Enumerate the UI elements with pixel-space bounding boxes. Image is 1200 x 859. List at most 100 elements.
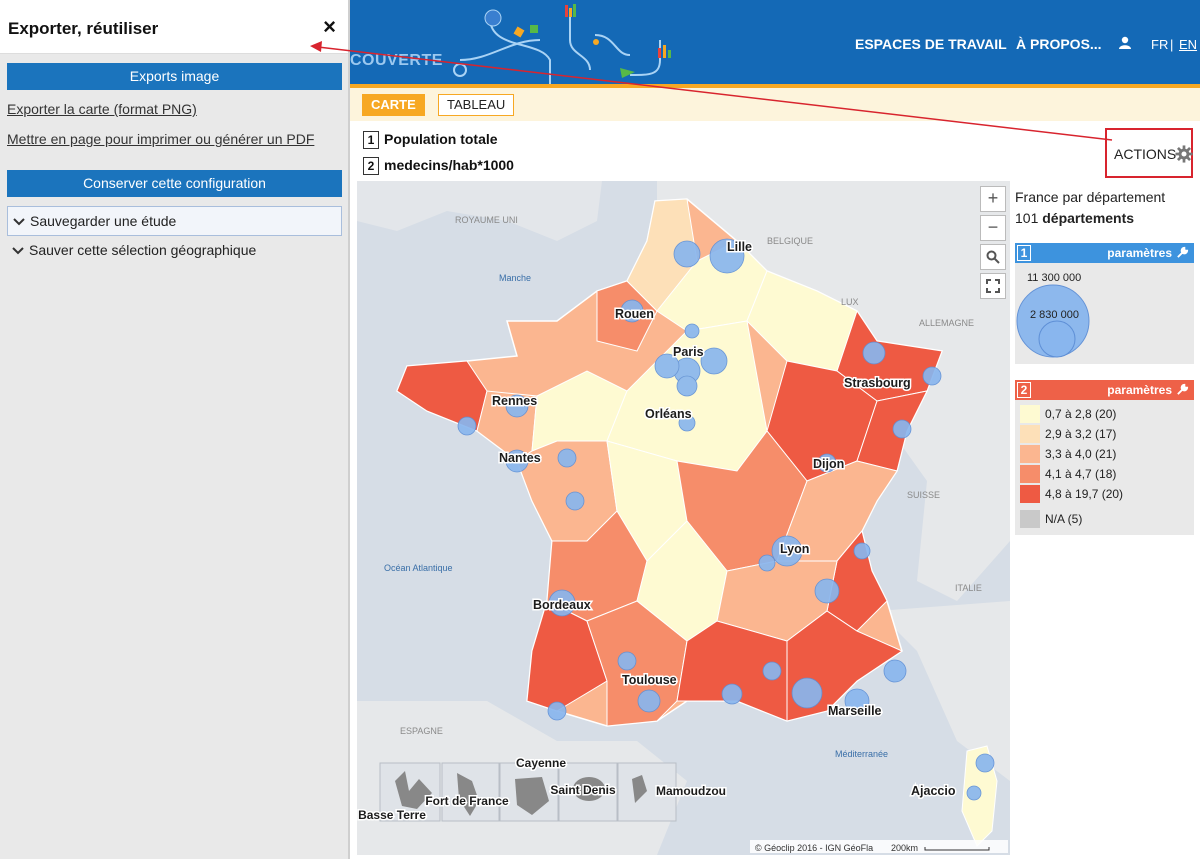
overseas-label: Saint Denis (550, 783, 616, 797)
overseas-label: Mamoudzou (656, 784, 726, 798)
overseas-label: Fort de France (425, 794, 509, 808)
city-label: Nantes (499, 451, 541, 465)
country-label: SUISSE (907, 490, 940, 500)
country-label: ITALIE (955, 583, 982, 593)
city-label: Rennes (492, 394, 537, 408)
indicator-number: 2 (363, 157, 379, 175)
indicator-1[interactable]: 1 Population totale (363, 131, 498, 149)
city-label: Ajaccio (911, 784, 956, 798)
country-labels: ROYAUME UNI BELGIQUE LUX ALLEMAGNE SUISS… (400, 215, 982, 736)
fullscreen-icon (986, 279, 1000, 293)
map-scale-label: 200km (891, 843, 918, 853)
legend-swatch (1020, 405, 1040, 423)
country-label: ALLEMAGNE (919, 318, 974, 328)
user-icon[interactable] (1118, 36, 1132, 50)
city-label: Marseille (828, 704, 882, 718)
city-label: Orléans (645, 407, 692, 421)
lang-en[interactable]: EN (1179, 37, 1198, 52)
zoom-in-button[interactable]: + (980, 186, 1006, 212)
overseas-insets (379, 762, 677, 822)
sea-label: Méditerranée (835, 749, 888, 759)
legend-swatch (1020, 465, 1040, 483)
country-label: ROYAUME UNI (455, 215, 518, 225)
indicator-number: 1 (363, 131, 379, 149)
population-circles (457, 238, 995, 801)
city-label: Lille (727, 240, 752, 254)
country-label: BELGIQUE (767, 236, 813, 246)
wrench-icon (1177, 383, 1189, 395)
keep-config-header: Conserver cette configuration (7, 170, 342, 197)
sea-label: Océan Atlantique (384, 563, 453, 573)
legend-layer-1-header[interactable]: 1 paramètres (1015, 243, 1194, 263)
lang-fr[interactable]: FR (1151, 37, 1169, 52)
nav-about[interactable]: À PROPOS... (1016, 36, 1102, 52)
map-canvas[interactable]: Lille Rouen Paris Strasbourg Rennes Orlé… (357, 181, 1010, 855)
lang-separator: | (1170, 37, 1174, 52)
brand-text: COUVERTE (350, 52, 443, 69)
wrench-icon (1177, 246, 1189, 258)
city-label: Bordeaux (533, 598, 591, 612)
nav-workspaces[interactable]: ESPACES DE TRAVAIL (855, 36, 1007, 52)
save-study-item[interactable]: Sauvegarder une étude (7, 206, 342, 236)
exports-image-header: Exports image (7, 63, 342, 90)
city-label: Toulouse (622, 673, 677, 687)
actions-button[interactable]: ACTIONS (1105, 128, 1193, 178)
legend-layer-2-body: 0,7 à 2,8 (20) 2,9 à 3,2 (17) 3,3 à 4,0 … (1015, 400, 1194, 535)
legend-scope: France par département (1015, 189, 1166, 205)
actions-label: ACTIONS (1114, 146, 1177, 162)
header-illustration (453, 4, 671, 84)
city-labels: Lille Rouen Paris Strasbourg Rennes Orlé… (491, 239, 958, 800)
sea-labels: Manche Océan Atlantique Méditerranée (384, 273, 888, 759)
legend-swatch (1020, 485, 1040, 503)
legend-class-label: 0,7 à 2,8 (20) (1045, 407, 1117, 421)
city-label: Lyon (780, 542, 809, 556)
legend-layer-number: 1 (1017, 245, 1031, 261)
tab-table[interactable]: TABLEAU (438, 94, 515, 116)
export-pdf-link[interactable]: Mettre en page pour imprimer ou générer … (7, 131, 315, 147)
legend-swatch (1020, 510, 1040, 528)
save-study-label: Sauvegarder une étude (30, 213, 177, 229)
search-icon (986, 250, 1000, 264)
app-header: COUVERTE ESPACES DE TRAVAIL À PROPOS... … (350, 0, 1200, 88)
map-attribution: © Géoclip 2016 - IGN GéoFla (755, 843, 873, 853)
city-label: Rouen (615, 307, 654, 321)
overseas-label: Cayenne (516, 756, 566, 770)
legend-class-label: 4,1 à 4,7 (18) (1045, 467, 1117, 481)
legend-class-label: 2,9 à 3,2 (17) (1045, 427, 1117, 441)
zoom-out-button[interactable]: − (980, 215, 1006, 241)
indicator-2[interactable]: 2 medecins/hab*1000 (363, 157, 514, 175)
legend-params-label: paramètres (1107, 246, 1172, 260)
save-selection-label: Sauver cette sélection géographique (29, 242, 257, 258)
save-selection-item[interactable]: Sauver cette sélection géographique (7, 236, 342, 266)
overseas-labels: Basse Terre Fort de France Cayenne Saint… (357, 755, 728, 824)
land-uk (357, 181, 602, 241)
export-png-link[interactable]: Exporter la carte (format PNG) (7, 101, 197, 117)
country-label: ESPAGNE (400, 726, 443, 736)
legend-mid-value: 2 830 000 (1030, 309, 1079, 321)
close-icon[interactable]: × (323, 14, 336, 39)
map-scale-bar (924, 847, 990, 851)
legend-layer-number: 2 (1017, 382, 1031, 398)
city-label: Dijon (813, 457, 844, 471)
overseas-label: Basse Terre (358, 808, 426, 822)
panel-header: Exporter, réutiliser × (0, 0, 348, 54)
legend-params-label: paramètres (1107, 383, 1172, 397)
legend-class-label: 3,3 à 4,0 (21) (1045, 447, 1117, 461)
land-east (657, 181, 1010, 601)
tab-map[interactable]: CARTE (362, 94, 425, 116)
legend-count-label: départements (1042, 210, 1135, 226)
legend-layer-1-body: 11 300 000 2 830 000 (1015, 263, 1194, 364)
fullscreen-button[interactable] (980, 273, 1006, 299)
legend-layer-2-header[interactable]: 2 paramètres (1015, 380, 1194, 400)
gear-icon (1175, 145, 1193, 163)
legend-count: 101 départements (1015, 210, 1134, 226)
indicator-label: Population totale (384, 131, 498, 147)
legend-swatch (1020, 425, 1040, 443)
search-button[interactable] (980, 244, 1006, 270)
circle-size-legend: 11 300 000 2 830 000 (1016, 272, 1090, 358)
legend-count-number: 101 (1015, 210, 1039, 226)
legend-class-label: 4,8 à 19,7 (20) (1045, 487, 1124, 501)
legend-max-value: 11 300 000 (1027, 272, 1081, 284)
sea-label: Manche (499, 273, 531, 283)
city-label: Strasbourg (844, 376, 911, 390)
